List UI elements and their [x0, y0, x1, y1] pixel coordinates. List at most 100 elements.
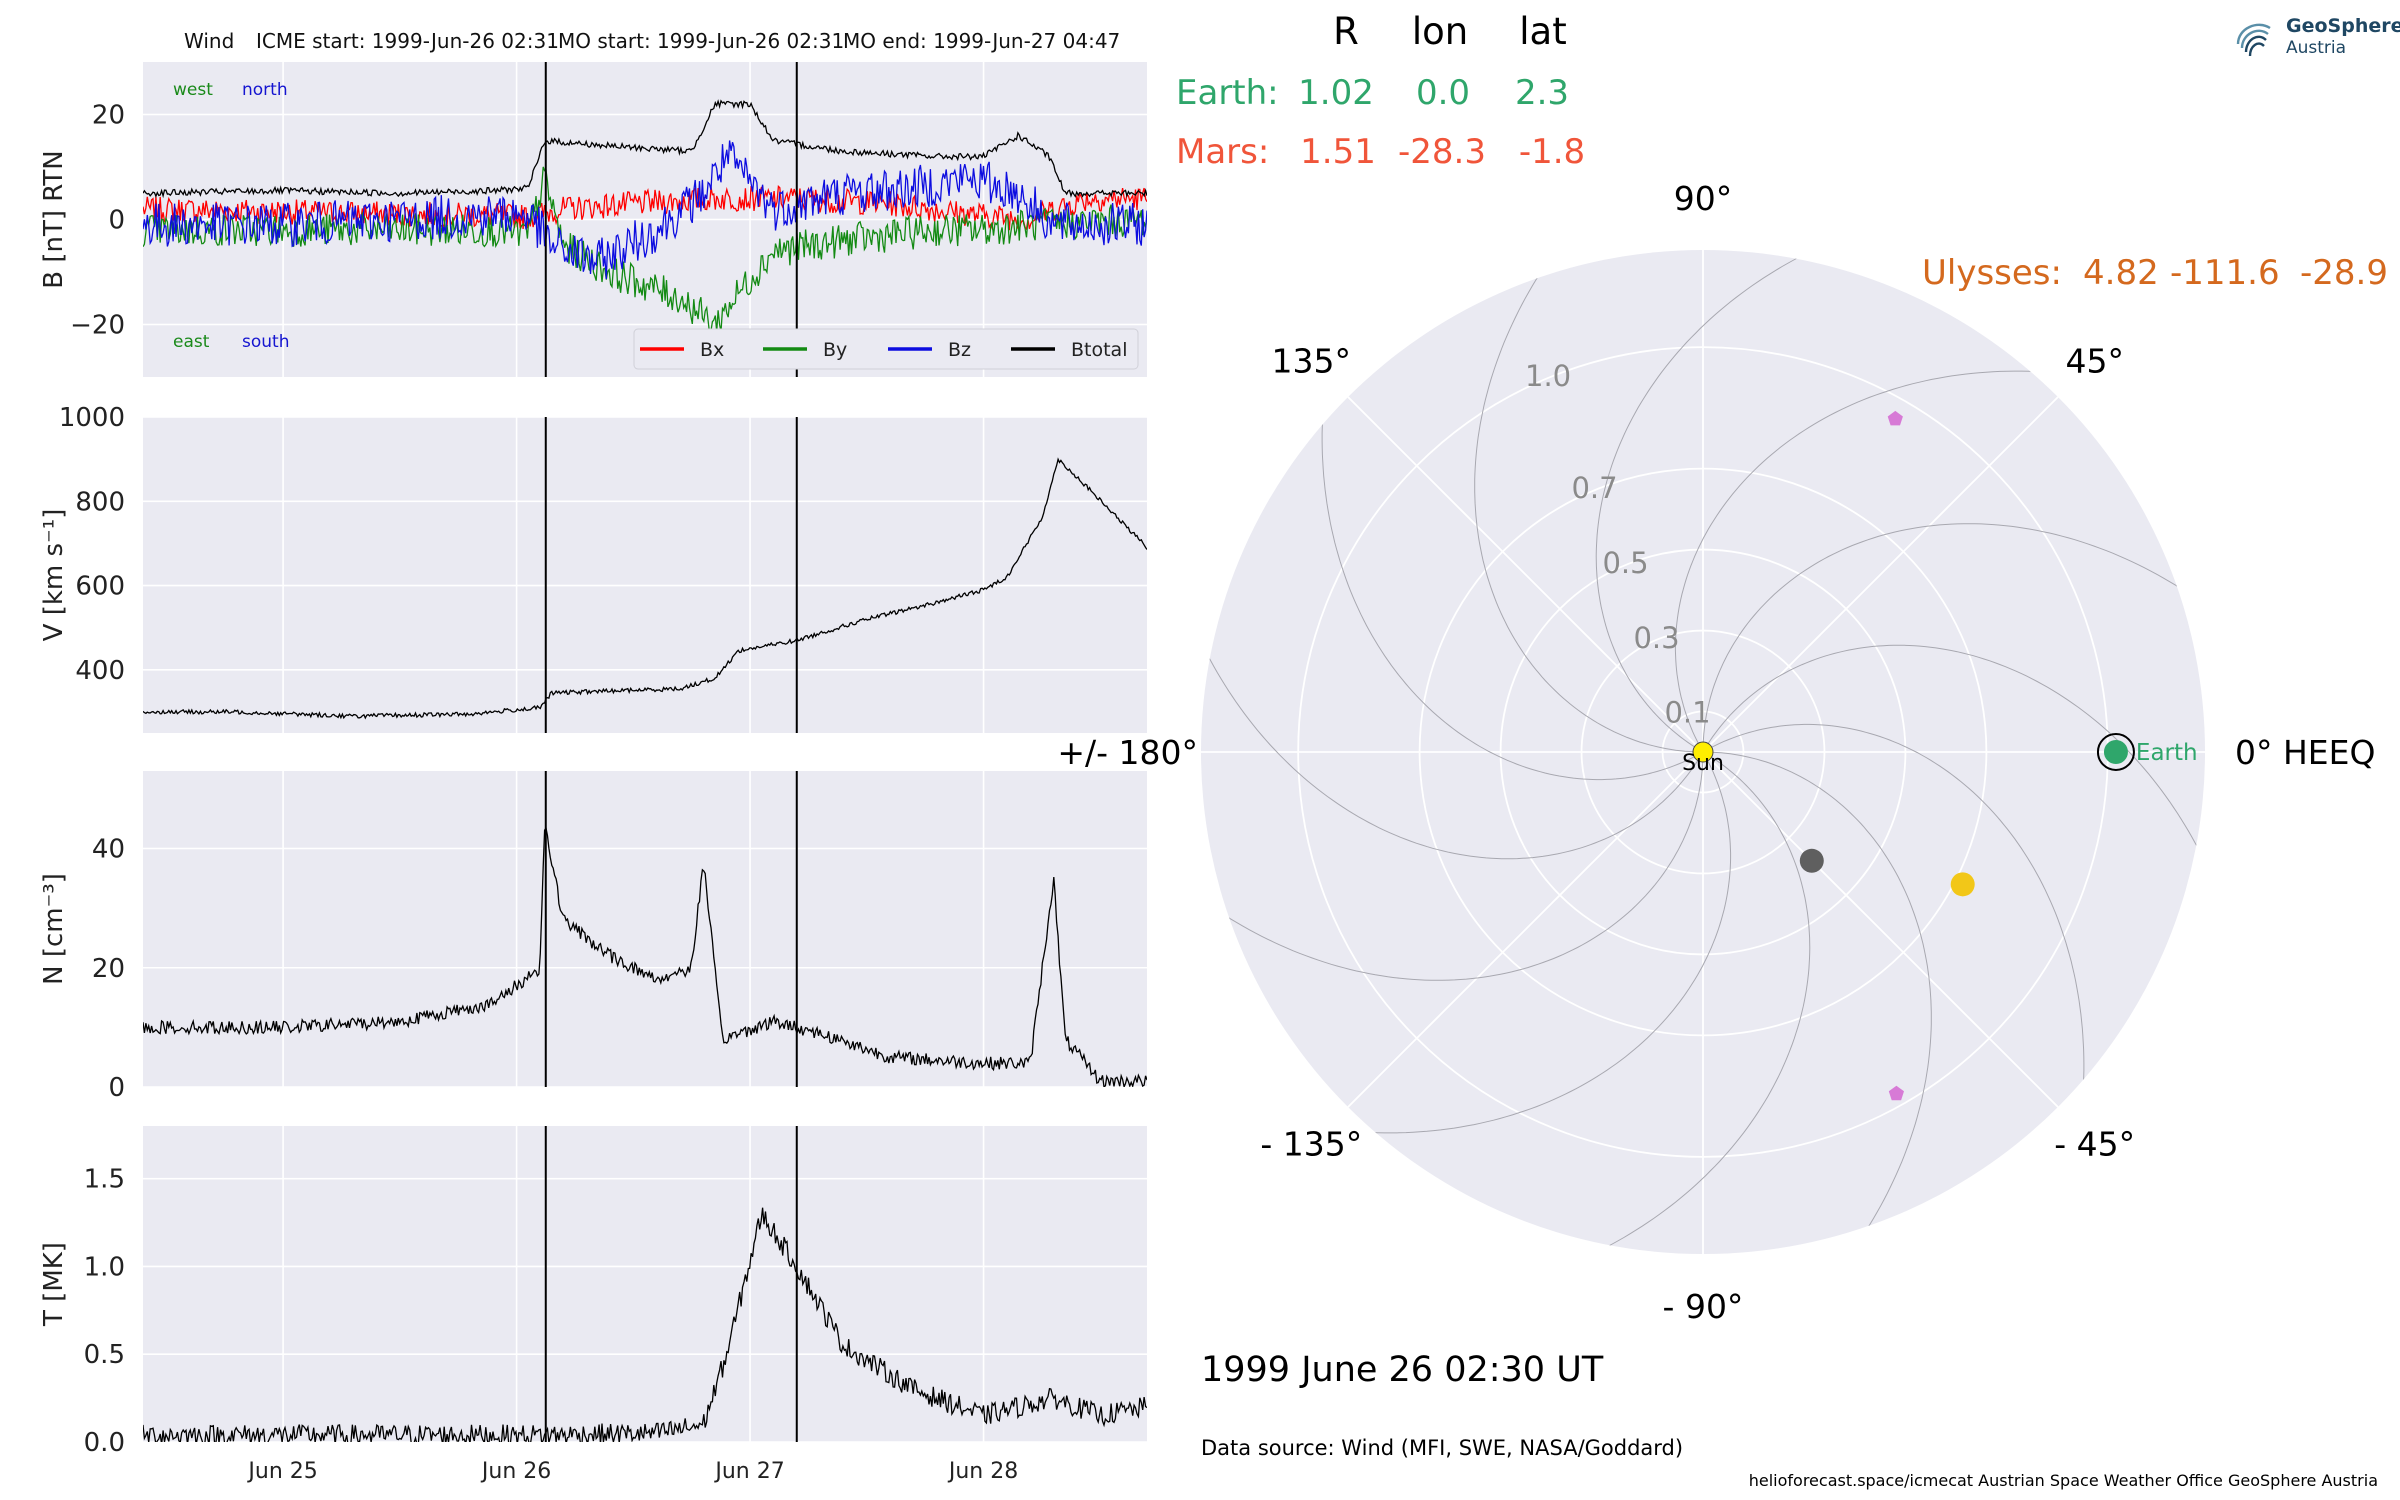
panel-background [143, 417, 1147, 733]
column-header-r: R [1333, 10, 1359, 53]
marker-planet-gray [1799, 848, 1824, 873]
series-line-value [143, 457, 1147, 720]
marker-planet-yellow [1950, 872, 1975, 897]
y-tick-label: 600 [75, 572, 125, 602]
ulysses-row-lon: -111.6 [2170, 253, 2280, 293]
corner-label-east: east [173, 332, 210, 352]
mars-row-label: Mars: [1176, 132, 1269, 172]
angular-gridline [1347, 751, 1704, 1108]
series-line-value [143, 826, 1147, 1087]
y-tick-label: 0.0 [84, 1428, 125, 1458]
mars-row-r: 1.51 [1300, 132, 1376, 172]
corner-label-south: south [242, 332, 289, 352]
spiral-line [1702, 723, 2085, 1152]
earth-row-label: Earth: [1176, 73, 1279, 113]
angle-label: +/- 180° [1057, 733, 1198, 772]
corner-label-west: west [173, 80, 213, 100]
y-tick-label: 0 [108, 1073, 125, 1103]
x-tick-label: Jun 25 [246, 1459, 317, 1484]
header-mo-end: MO end: 1999-Jun-27 04:47 [843, 29, 1120, 53]
series-line-Bz [143, 140, 1147, 280]
earth-row-r: 1.02 [1298, 73, 1374, 113]
r-tick-label: 0.1 [1664, 696, 1710, 730]
y-axis-label: T [MK] [39, 1242, 69, 1327]
legend: Bx By Bz Btotal [633, 328, 1139, 370]
ulysses-row-label: Ulysses: [1922, 253, 2062, 293]
marker-probe-lower [1888, 1085, 1904, 1101]
angular-gridline [1702, 751, 2059, 1108]
parker-spirals [1201, 250, 2205, 1254]
panel-2: 400 600 800 1000 V [km s⁻¹] [39, 403, 1147, 733]
series-line-value [143, 1207, 1147, 1442]
y-tick-label: 20 [92, 954, 125, 984]
positions-table: R lon lat Earth: 1.02 0.0 2.3 Mars: 1.51… [1176, 10, 2388, 293]
legend-label-Bz: Bz [948, 339, 971, 361]
angular-gridline [1702, 396, 2059, 753]
y-axis-label: N [cm⁻³] [39, 873, 69, 985]
legend-box [633, 328, 1139, 370]
angular-gridline [1347, 396, 1704, 753]
y-tick-label: 400 [75, 656, 125, 686]
column-header-lat: lat [1519, 10, 1566, 53]
panel-3: 0 20 40 N [cm⁻³] [39, 771, 1147, 1103]
marker-ring-Earth [2096, 733, 2135, 771]
logo-name: GeoSphere [2286, 15, 2400, 37]
x-tick-label: Jun 26 [480, 1459, 551, 1484]
spiral-line [1543, 751, 1811, 1254]
polar-position-plot: 0.1 0.3 0.5 0.7 1.0 90° 45° 0° HEEQ - 45° - 90° - … [1057, 179, 2375, 1326]
label-Earth: Earth [2136, 740, 2198, 766]
earth-row-lat: 2.3 [1515, 73, 1569, 113]
y-tick-label: 800 [75, 487, 125, 517]
r-tick-label: 0.5 [1602, 546, 1648, 580]
geosphere-logo: GeoSphere Austria [2232, 14, 2400, 62]
angle-label: - 90° [1663, 1287, 1744, 1326]
header-icme-start: ICME start: 1999-Jun-26 02:31 [256, 29, 559, 53]
y-tick-label: 0 [108, 206, 125, 236]
series-line-Bx [143, 185, 1147, 232]
panel-4: 0.0 0.5 1.0 1.5 Jun 25 Jun 26 Jun 27 Jun 28 T [M… [39, 1126, 1147, 1484]
series-group [143, 1207, 1147, 1442]
y-axis-label: B [nT] RTN [39, 150, 69, 289]
ulysses-row-lat: -28.9 [2300, 253, 2388, 293]
marker-Sun [1692, 741, 1714, 763]
panel-background [143, 771, 1147, 1087]
y-tick-label: 40 [92, 835, 125, 865]
logo-sub: Austria [2286, 38, 2347, 58]
angle-label: - 135° [1260, 1125, 1362, 1164]
spiral-line [1303, 751, 1732, 1134]
angle-label: 135° [1272, 341, 1352, 380]
y-tick-label: 1.0 [84, 1252, 125, 1282]
column-header-lon: lon [1412, 10, 1468, 53]
header-spacecraft: Wind [184, 29, 234, 53]
angle-label: 45° [2065, 341, 2124, 380]
legend-label-By: By [823, 339, 847, 361]
spiral-line [1674, 370, 2103, 753]
r-tick-label: 0.7 [1571, 471, 1617, 505]
time-series-panels: −20 0 20 B [nT] RTN west north east south Bx By Bz… [39, 62, 1147, 1484]
spiral-line [1702, 751, 1932, 1254]
label-Sun: Sun [1682, 751, 1724, 776]
spiral-line [1474, 250, 1704, 753]
corner-label-north: north [242, 80, 288, 100]
r-tick-label: 0.3 [1633, 621, 1679, 655]
angle-label: - 45° [2054, 1125, 2135, 1164]
spiral-line [1595, 250, 1863, 753]
angle-label: 90° [1674, 179, 1733, 218]
spiral-line [1321, 352, 1704, 781]
spiral-line [1702, 523, 2205, 753]
y-tick-label: 1.5 [84, 1165, 125, 1195]
ulysses-row-r: 4.82 [2083, 253, 2159, 293]
legend-label-Btotal: Btotal [1071, 339, 1127, 361]
header-mo-start: MO start: 1999-Jun-26 02:31 [558, 29, 844, 53]
geosphere-logo-icon [2236, 23, 2271, 57]
series-group [143, 826, 1147, 1087]
date-label: 1999 June 26 02:30 UT [1201, 1350, 1604, 1390]
series-group [143, 457, 1147, 720]
series-group [143, 99, 1147, 335]
series-line-Btotal [143, 99, 1147, 199]
y-tick-label: 0.5 [84, 1340, 125, 1370]
y-tick-label: −20 [70, 311, 125, 341]
mars-row-lon: -28.3 [1398, 132, 1486, 172]
legend-label-Bx: Bx [700, 339, 724, 361]
